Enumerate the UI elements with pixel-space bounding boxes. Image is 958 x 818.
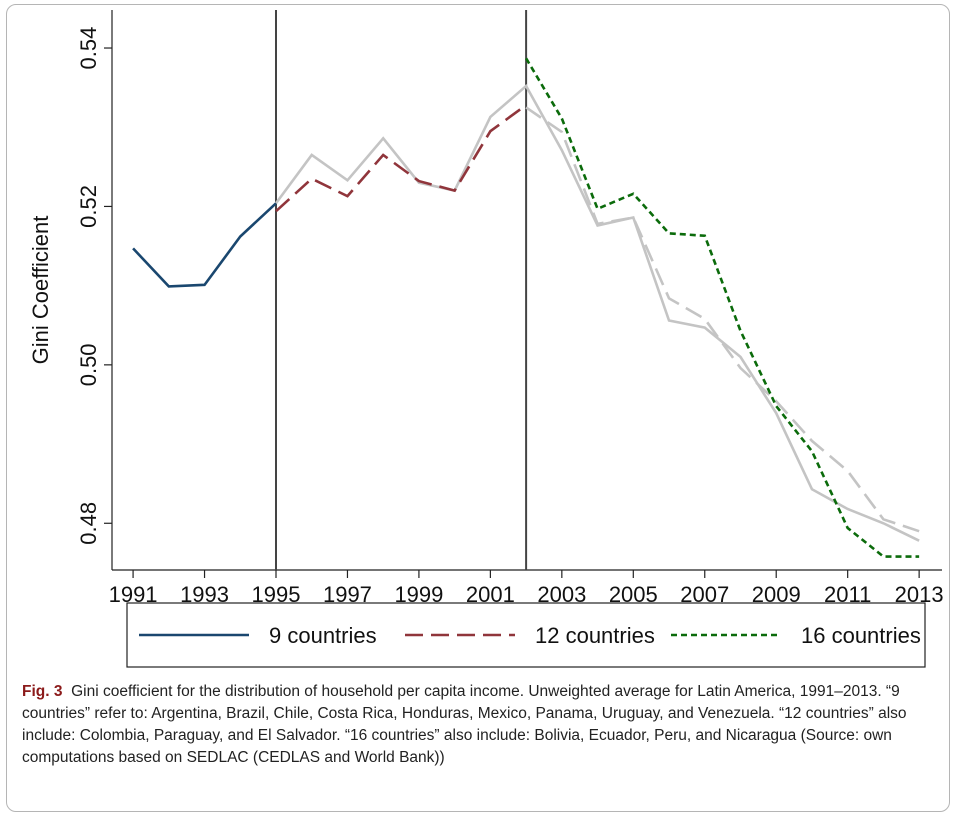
legend-label: 12 countries — [535, 623, 655, 648]
caption: Fig. 3 Gini coefficient for the distribu… — [22, 681, 942, 769]
y-tick-label: 0.54 — [76, 27, 101, 70]
series-line — [132, 202, 277, 288]
y-tick-label: 0.48 — [76, 502, 101, 545]
legend-label: 16 countries — [801, 623, 921, 648]
series-line — [274, 84, 920, 542]
series-line — [524, 57, 920, 558]
caption-text: Gini coefficient for the distribution of… — [22, 683, 907, 766]
figure-frame — [6, 4, 950, 812]
caption-label: Fig. 3 — [22, 683, 63, 700]
legend-label: 9 countries — [269, 623, 377, 648]
y-tick-label: 0.52 — [76, 185, 101, 228]
y-tick-label: 0.50 — [76, 343, 101, 386]
legend-box — [126, 602, 926, 668]
series-line — [525, 106, 920, 533]
series-line — [275, 104, 527, 213]
y-axis-label: Gini Coefficient — [28, 216, 53, 365]
